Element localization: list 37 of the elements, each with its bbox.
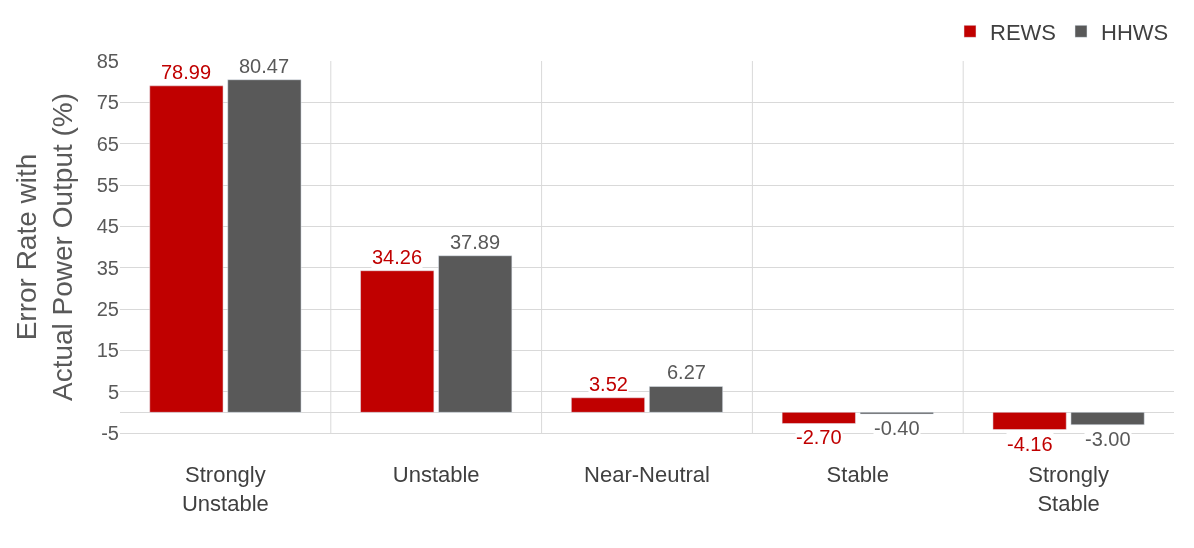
y-tick-label: 55 xyxy=(96,174,119,196)
x-tick-label: Strongly Stable xyxy=(1028,462,1109,516)
legend-label: REWS xyxy=(990,19,1056,45)
bar xyxy=(227,79,302,413)
x-tick-label: Near-Neutral xyxy=(584,462,710,488)
data-label: -0.40 xyxy=(874,417,920,439)
data-label: 37.89 xyxy=(450,231,501,253)
data-label: -4.16 xyxy=(1007,433,1053,455)
bar xyxy=(360,270,435,413)
bar xyxy=(649,386,723,413)
data-label: 80.47 xyxy=(239,55,290,77)
data-label: 6.27 xyxy=(667,361,706,383)
y-tick-label: 35 xyxy=(96,256,119,279)
x-tick-label: Strongly Unstable xyxy=(181,462,269,516)
y-tick-label: 25 xyxy=(96,298,119,320)
data-label: 78.99 xyxy=(161,61,212,83)
y-axis-title: Error Rate with Actual Power Output (%) xyxy=(11,92,79,402)
data-label: 34.26 xyxy=(372,246,423,268)
x-tick-label: Unstable xyxy=(392,462,480,488)
y-tick-label: 5 xyxy=(107,380,119,403)
y-tick-label: 45 xyxy=(96,215,119,238)
y-tick-label: 85 xyxy=(96,50,119,72)
bar xyxy=(149,85,224,413)
y-tick-label: -5 xyxy=(101,422,119,444)
x-tick-label: Stable xyxy=(826,462,889,488)
bar xyxy=(571,397,645,413)
y-tick-label: 15 xyxy=(96,339,119,362)
y-tick-label: 75 xyxy=(96,91,119,114)
data-label: -3.00 xyxy=(1085,428,1131,450)
bar xyxy=(992,412,1067,430)
data-label: -2.70 xyxy=(796,426,842,448)
bar xyxy=(781,412,856,424)
bar xyxy=(438,255,513,413)
data-label: 3.52 xyxy=(589,373,628,395)
y-tick-label: 65 xyxy=(96,132,119,155)
legend-label: HHWS xyxy=(1101,19,1169,45)
bar xyxy=(1070,412,1145,425)
